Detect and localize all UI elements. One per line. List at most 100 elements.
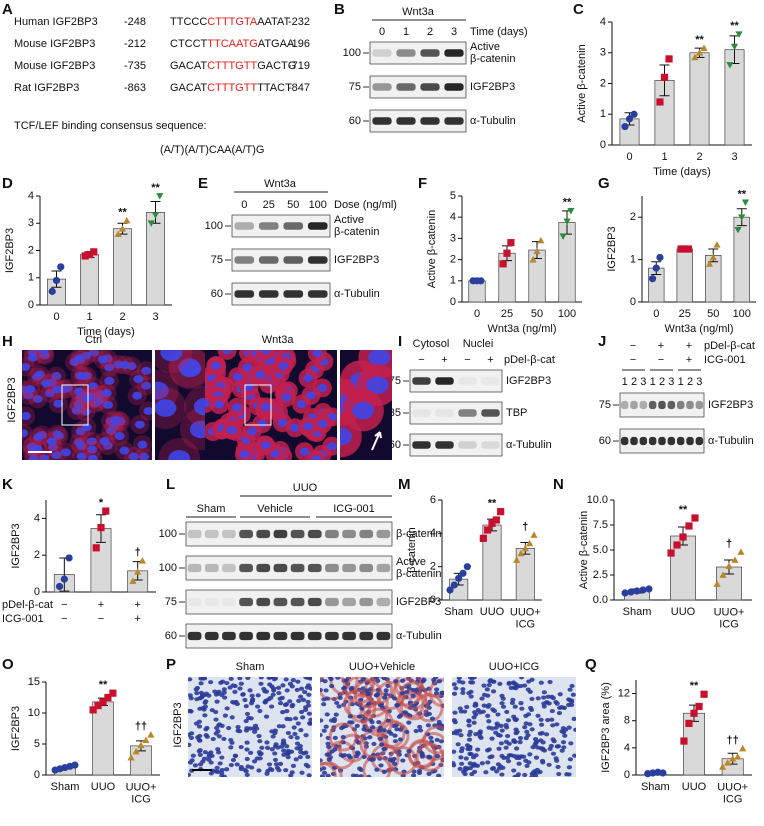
blot-band — [396, 117, 416, 125]
stained-tubule — [392, 677, 422, 707]
nucleus — [571, 716, 576, 721]
nucleus — [243, 704, 249, 709]
y-axis-label: IGF2BP3 — [10, 706, 22, 751]
nucleus — [433, 691, 440, 696]
data-point — [156, 193, 164, 200]
nucleus — [468, 694, 474, 699]
y-tick-label: 0 — [28, 299, 34, 311]
nucleus — [214, 725, 220, 731]
y-tick-label: 0 — [34, 769, 40, 781]
blot-band — [187, 563, 202, 573]
nucleus — [511, 768, 517, 773]
y-tick-label: 2 — [430, 561, 436, 573]
y-tick-label: 4 — [600, 16, 606, 28]
data-point — [739, 744, 747, 752]
nucleus — [224, 767, 230, 772]
nucleus — [374, 767, 380, 772]
nucleus — [370, 757, 376, 762]
nucleus — [468, 680, 474, 685]
data-point — [484, 526, 492, 534]
x-tick-label: UUO — [671, 606, 696, 618]
nucleus — [194, 691, 200, 696]
nucleus — [290, 678, 296, 683]
consensus: (A/T)(A/T)CAA(A/T)G — [160, 144, 265, 156]
nucleus — [285, 748, 291, 754]
data-point — [695, 49, 704, 56]
nucleus — [190, 753, 196, 758]
nucleus — [237, 686, 243, 691]
nucleus — [452, 761, 456, 766]
blot-band — [359, 529, 374, 539]
data-point — [94, 701, 102, 710]
binding-site: CTTTGTT — [207, 60, 257, 72]
nucleus — [535, 713, 541, 718]
nucleus — [485, 760, 491, 765]
x-axis-label: Wnt3a (ng/ml) — [487, 323, 556, 335]
sequence-flank: ATGAA — [258, 38, 295, 50]
lane-label: 3 — [668, 376, 674, 388]
nucleus — [567, 687, 573, 692]
nucleus — [373, 677, 380, 680]
nucleus — [513, 731, 519, 736]
data-point — [724, 759, 732, 766]
nucleus — [139, 452, 150, 460]
nucleus — [377, 736, 384, 741]
blot-band — [412, 409, 431, 417]
image-title: Ctrl — [85, 334, 102, 346]
nucleus — [74, 354, 85, 363]
y-axis-label: IGF2BP3 — [4, 228, 16, 273]
nucleus — [196, 724, 203, 729]
lane-label: 25 — [263, 199, 275, 211]
nucleus — [495, 762, 501, 767]
nucleus — [281, 752, 287, 757]
nucleus — [353, 773, 360, 777]
y-tick-label: 2 — [450, 254, 456, 266]
nucleus — [277, 761, 284, 766]
nucleus — [545, 717, 551, 723]
data-point — [729, 755, 737, 762]
nucleus — [89, 350, 100, 357]
panel-label: J — [598, 333, 606, 350]
treatment-header: Wnt3a — [264, 178, 297, 190]
data-point — [132, 747, 140, 755]
nucleus — [230, 757, 237, 763]
nucleus — [22, 429, 29, 438]
y-tick-label: 2 — [34, 549, 40, 561]
sequence: CTCCTTTCAATGATGAA — [170, 38, 295, 50]
nucleus — [499, 728, 505, 733]
nucleus — [294, 687, 300, 693]
data-point — [705, 260, 714, 267]
nucleus — [500, 704, 507, 709]
sequence: GACATCTTTGTTGACTG — [170, 60, 296, 72]
data-point — [681, 245, 689, 253]
blot-band — [639, 436, 648, 446]
nucleus — [400, 758, 406, 763]
mw-label: 100 — [159, 528, 177, 540]
nucleus — [452, 749, 457, 754]
blot-band — [307, 529, 322, 539]
y-axis-label: Active β-catenin — [578, 511, 590, 589]
data-point — [630, 110, 638, 118]
blot-band — [222, 597, 236, 607]
blot-band — [481, 377, 500, 385]
position-start: -735 — [124, 60, 146, 72]
y-tick-label: 8 — [624, 715, 630, 727]
nucleus — [566, 765, 572, 770]
sequence-flank: GACTG — [257, 60, 296, 72]
text-line: Active — [470, 41, 500, 53]
nucleus — [295, 721, 301, 726]
protein-label: Active β-catenin — [396, 556, 441, 580]
stained-tubule — [364, 707, 394, 737]
nucleus — [398, 713, 404, 718]
nucleus — [280, 710, 286, 715]
blot-strip — [185, 555, 393, 581]
data-point — [118, 225, 127, 232]
sequence-flank: GACAT — [170, 82, 207, 94]
nucleus — [392, 733, 398, 738]
nucleus — [283, 677, 289, 682]
nucleus — [293, 757, 299, 762]
nucleus — [248, 750, 254, 755]
nucleus — [352, 401, 375, 420]
text-line: ICG — [516, 618, 536, 630]
data-point — [621, 589, 629, 597]
